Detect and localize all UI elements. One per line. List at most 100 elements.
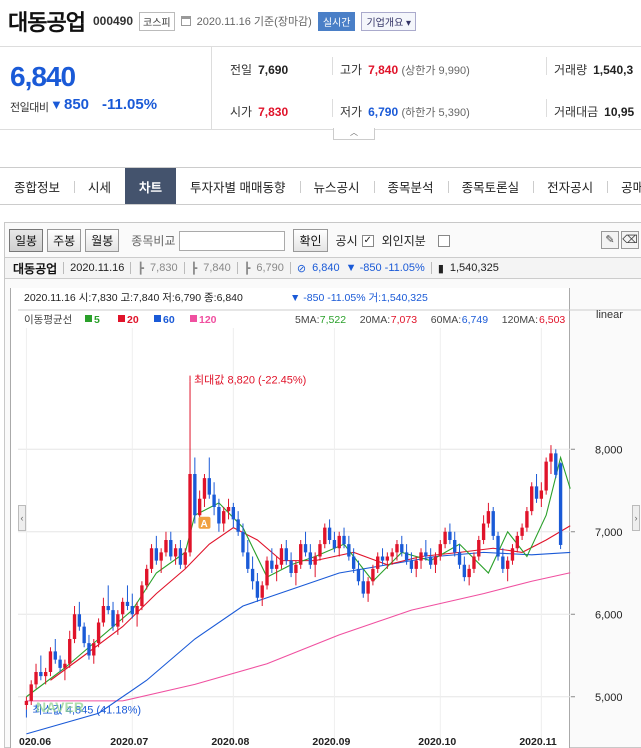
tab-short-selling[interactable]: 공매도 xyxy=(607,168,641,204)
candle-body xyxy=(202,478,207,499)
x-tick-label: 2020.09 xyxy=(312,736,350,748)
candle-body xyxy=(486,511,491,524)
tab-discussion[interactable]: 종목토론실 xyxy=(447,168,534,204)
calendar-icon xyxy=(180,16,191,26)
candle-body xyxy=(342,535,346,545)
right-scroll-handle[interactable]: › xyxy=(632,505,640,531)
foreign-ownership-checkbox[interactable] xyxy=(437,234,450,247)
candle-body xyxy=(53,651,57,660)
candle-body xyxy=(510,548,515,561)
pen-tool-icon[interactable]: ✎ xyxy=(601,231,619,249)
candle-body xyxy=(106,606,110,611)
candle-body xyxy=(212,494,216,507)
eraser-tool-icon[interactable]: ⌫ xyxy=(621,231,639,249)
ma-legend-swatch xyxy=(85,315,92,322)
candle-body xyxy=(303,544,308,553)
diff-label: 전일대비 xyxy=(10,102,49,114)
candle-body xyxy=(530,486,534,512)
stock-code: 000490 xyxy=(92,14,134,28)
candle-body xyxy=(24,700,29,705)
tab-chart[interactable]: 차트 xyxy=(125,168,177,204)
candle-body xyxy=(226,507,231,512)
left-scroll-handle[interactable]: ‹ xyxy=(18,505,26,531)
min-annotation: 최소값 4,845 (41.18%) xyxy=(32,704,141,717)
weekly-button[interactable]: 주봉 xyxy=(47,229,82,252)
candle-body xyxy=(481,523,486,540)
ma-legend-swatch xyxy=(190,315,197,322)
low-icon: ┣ xyxy=(243,262,251,275)
candle-body xyxy=(188,474,192,553)
candle-body xyxy=(34,672,38,685)
candle-body xyxy=(279,548,284,565)
candle-body xyxy=(250,568,255,582)
candle-body xyxy=(173,548,178,557)
disclosure-marker-icon xyxy=(198,516,211,529)
company-info-button[interactable]: 기업개요 ▾ xyxy=(361,11,417,31)
candle-body xyxy=(222,511,226,524)
tab-analysis[interactable]: 종목분석 xyxy=(373,168,448,204)
ma5-line xyxy=(26,455,571,698)
candle-body xyxy=(313,556,317,565)
candle-body xyxy=(125,601,130,606)
disclosure-checkbox[interactable]: ✓ xyxy=(361,234,374,247)
candle-body xyxy=(505,560,510,569)
candle-body xyxy=(558,463,563,545)
x-tick-label: 2020.11 xyxy=(519,736,557,748)
chart-plot-area[interactable] xyxy=(10,288,570,748)
info-stock-name: 대동공업 xyxy=(13,261,58,276)
candle-body xyxy=(356,568,361,582)
candle-body xyxy=(116,614,120,627)
candle-body xyxy=(284,548,288,561)
tab-overview[interactable]: 종합정보 xyxy=(14,180,61,195)
ma120-line xyxy=(26,572,571,702)
current-price: 6,840 xyxy=(10,61,76,92)
open-icon: ┣ xyxy=(137,262,145,275)
candle-body xyxy=(87,643,91,656)
candle-body xyxy=(289,560,293,573)
tab-dart[interactable]: 전자공시 xyxy=(533,168,607,204)
candle-body xyxy=(371,568,375,582)
realtime-button[interactable]: 실시간 xyxy=(317,11,356,31)
candle-body xyxy=(154,548,159,561)
stock-tabs: 종합정보 시세 차트 투자자별 매매동향 뉴스공시 종목분석 종목토론실 전자공… xyxy=(0,167,641,205)
monthly-button[interactable]: 월봉 xyxy=(85,229,120,252)
info-high: 7,840 xyxy=(203,262,231,274)
candle-body xyxy=(246,552,250,569)
tab-investor-trading[interactable]: 투자자별 매매동향 xyxy=(190,180,286,195)
y-tick-label: 6,000 xyxy=(595,609,623,621)
candlestick-chart[interactable]: 2020.11.16 시:7,830 고:7,840 저:6,790 종:6,8… xyxy=(10,288,641,748)
candle-body xyxy=(92,643,96,656)
tab-price[interactable]: 시세 xyxy=(74,168,125,204)
candle-body xyxy=(270,560,274,569)
tab-news[interactable]: 뉴스공시 xyxy=(299,168,374,204)
collapse-toggle-button[interactable]: ︿ xyxy=(333,128,375,140)
candle-body xyxy=(255,581,260,598)
close-icon: ⊘ xyxy=(296,262,307,275)
candle-body xyxy=(63,663,67,668)
ma-value-label: 20MA: xyxy=(360,314,390,326)
info-volume: 1,540,325 xyxy=(449,262,499,274)
ma-legend-title: 이동평균선 xyxy=(24,314,72,326)
candle-body xyxy=(414,560,418,569)
candle-body xyxy=(217,507,221,524)
diff-rate: -11.05% xyxy=(102,96,158,113)
candle-body xyxy=(164,540,168,553)
candle-body xyxy=(549,453,553,462)
compare-input[interactable] xyxy=(179,230,286,251)
candle-body xyxy=(58,659,62,668)
daily-button[interactable]: 일봉 xyxy=(9,229,44,252)
ma-value-label: 5MA: xyxy=(295,314,320,326)
candle-body xyxy=(241,531,245,553)
candle-body xyxy=(366,581,370,594)
confirm-button[interactable]: 확인 xyxy=(293,229,328,252)
current-price-box: 6,840 전일대비 ▼ 850 -11.05% xyxy=(0,46,212,130)
candle-body xyxy=(467,568,471,578)
candle-body xyxy=(48,651,53,672)
quote-grid: 전일 7,690 고가 7,840 (상한가 9,990) 거래량 1,540,3 시… xyxy=(212,46,641,130)
candle-body xyxy=(539,490,544,499)
candle-body xyxy=(515,535,519,549)
candle-body xyxy=(390,552,394,557)
candle-body xyxy=(299,544,303,565)
ma-legend-label-5: 5 xyxy=(94,314,100,326)
max-annotation: 최대값 8,820 (-22.45%) xyxy=(194,374,306,387)
